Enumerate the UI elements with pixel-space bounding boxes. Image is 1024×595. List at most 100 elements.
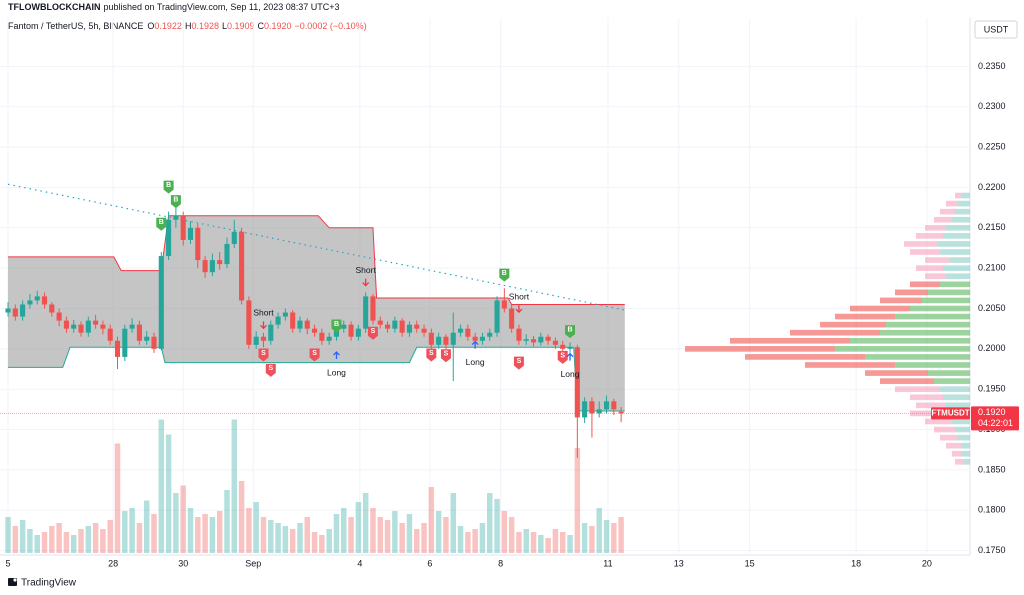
y-tick-label: 0.1950: [978, 384, 1006, 394]
volume-bar: [443, 517, 449, 553]
candle-body: [618, 411, 624, 414]
volume-bar: [85, 526, 92, 553]
profile-down: [934, 426, 955, 433]
profile-down: [805, 362, 895, 368]
signal: Short: [356, 265, 376, 287]
legend-key: O: [147, 21, 154, 31]
profile-up: [928, 370, 970, 376]
profile-down: [952, 450, 961, 457]
profile-down: [880, 378, 934, 384]
profile-up: [940, 386, 970, 393]
profile-up: [946, 224, 970, 231]
volume-bar: [377, 517, 384, 553]
candle-body: [538, 336, 544, 343]
signal-label: B: [173, 197, 178, 204]
profile-up: [961, 442, 970, 449]
candle-body: [107, 328, 113, 341]
signal: S: [367, 326, 378, 340]
profile-down: [916, 265, 943, 271]
signal-badge: [265, 363, 276, 377]
candle-body: [494, 300, 500, 333]
profile-down: [934, 216, 952, 223]
x-tick-label: 5: [6, 558, 11, 568]
candle-body: [465, 328, 471, 337]
volume-bar: [289, 529, 296, 553]
profile-down: [745, 354, 865, 360]
candle-body: [509, 308, 515, 329]
symbol: Fantom / TetherUS, 5h, BINANCE: [8, 21, 143, 31]
signal: Short: [253, 308, 274, 330]
candle-body: [406, 324, 413, 333]
signal-arrow: [333, 351, 340, 360]
signal: S: [309, 348, 320, 362]
profile-down: [946, 442, 961, 449]
volume-bar: [114, 443, 121, 553]
y-tick-label: 0.1850: [978, 464, 1006, 474]
profile-down: [925, 273, 946, 280]
volume-bar: [611, 523, 617, 553]
signal-badge: [513, 356, 524, 370]
profile-up: [910, 305, 970, 312]
x-tick-label: Sep: [245, 558, 261, 568]
signal-badge: [309, 348, 320, 362]
profile-up: [937, 241, 970, 247]
candle-body: [530, 339, 537, 343]
candle-body: [260, 336, 267, 341]
signal-arrow: [471, 340, 479, 349]
profile-down: [916, 233, 943, 239]
signal-badge: [163, 180, 174, 194]
currency-box[interactable]: [974, 20, 1018, 39]
signal: S: [440, 349, 451, 363]
profile-down: [955, 192, 961, 199]
y-tick-label: 0.1800: [978, 505, 1006, 515]
y-tick-label: 0.2250: [978, 141, 1006, 151]
price-tag: 0.1920: [978, 407, 1006, 417]
candle-body: [180, 215, 186, 240]
signal: Short: [509, 291, 530, 314]
volume-bar: [268, 520, 274, 553]
volume-bar: [180, 485, 186, 553]
profile-up: [958, 434, 970, 441]
signal: B: [156, 217, 167, 231]
signal-label: S: [268, 365, 273, 372]
signal-label: Long: [327, 367, 346, 377]
candle-body: [596, 409, 602, 414]
profile-up: [955, 208, 970, 215]
volume-bar: [326, 529, 332, 553]
logo-dot: [13, 578, 17, 582]
x-tick-label: 13: [674, 558, 684, 568]
profile-up: [928, 289, 970, 296]
volume-bar: [253, 502, 259, 553]
profile-up: [958, 200, 970, 207]
volume-bar: [107, 520, 113, 553]
candle-body: [355, 328, 361, 337]
currency[interactable]: USDT: [984, 24, 1009, 34]
channel-upper: [8, 215, 625, 305]
candle-body: [326, 336, 332, 341]
volume-bar: [341, 508, 347, 553]
x-tick-label: 8: [498, 558, 503, 568]
signal: B: [499, 268, 510, 282]
volume-bar: [70, 535, 77, 553]
volume-bar: [187, 508, 194, 553]
candle-body: [202, 260, 208, 273]
volume-bar: [122, 511, 128, 553]
x-tick-label: 6: [427, 558, 432, 568]
profile-down: [925, 257, 949, 263]
volume-bar: [487, 493, 493, 553]
volume-bar: [406, 514, 413, 553]
y-tick-label: 0.1750: [978, 545, 1006, 555]
profile-up: [865, 354, 970, 360]
volume-bar: [34, 535, 40, 553]
profile-up: [886, 321, 970, 328]
legend-key: C: [258, 21, 265, 31]
volume-bar: [56, 523, 62, 553]
legend-change: −0.0002 (−0.10%): [295, 21, 367, 31]
volume-bar: [348, 517, 354, 553]
candle-body: [173, 215, 179, 220]
candle-body: [56, 312, 62, 321]
candle-body: [574, 347, 580, 418]
candle-body: [443, 336, 449, 345]
candle-body: [414, 324, 420, 329]
legend-value: 0.1922: [154, 21, 182, 31]
